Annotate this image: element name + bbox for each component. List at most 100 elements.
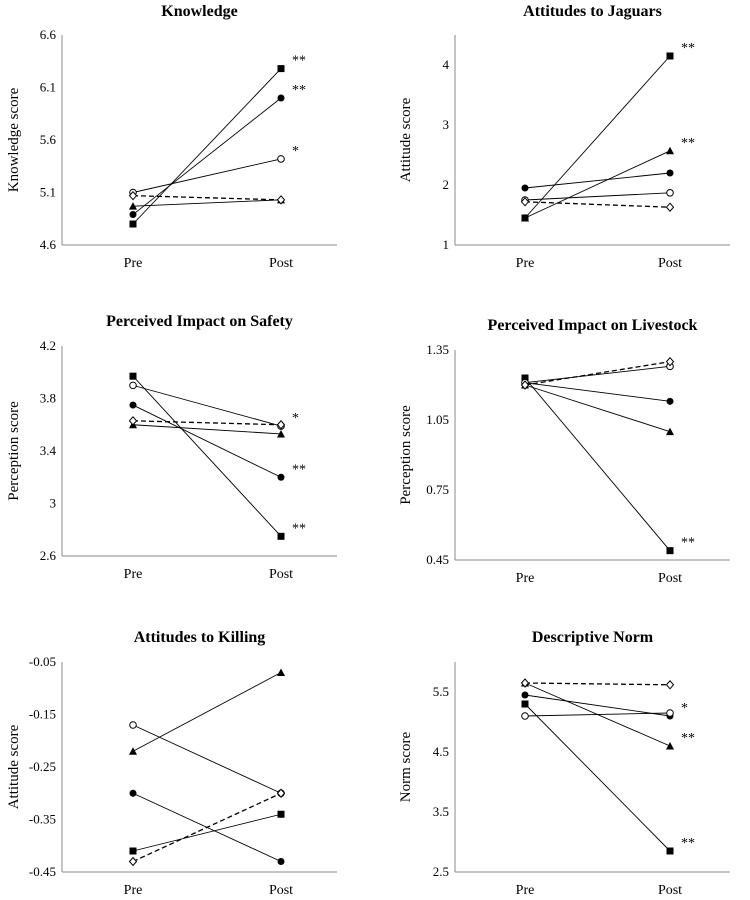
significance-label: ** bbox=[292, 462, 306, 477]
data-point-post bbox=[665, 356, 675, 367]
series-line bbox=[524, 384, 671, 433]
x-tick-label: Pre bbox=[516, 256, 535, 271]
chart-title: Descriptive Norm bbox=[532, 629, 654, 646]
data-point-post bbox=[277, 532, 285, 540]
series-open-circle: * bbox=[129, 144, 299, 197]
data-point-post bbox=[277, 473, 285, 481]
series-open-diamond bbox=[128, 190, 286, 205]
data-point-pre bbox=[129, 372, 137, 380]
data-point-pre bbox=[128, 416, 138, 426]
x-tick-label: Post bbox=[658, 256, 682, 271]
y-axis-label: Attitude score bbox=[398, 97, 414, 182]
series-square: ** bbox=[521, 700, 695, 855]
data-point-post bbox=[666, 397, 674, 405]
data-point-post bbox=[277, 429, 285, 438]
x-tick-label: Pre bbox=[516, 571, 535, 586]
data-point-post bbox=[666, 52, 674, 60]
x-tick-label: Pre bbox=[124, 883, 143, 898]
chart-title: Knowledge bbox=[161, 3, 237, 20]
data-point-post bbox=[666, 742, 674, 750]
y-tick-label: 6.1 bbox=[40, 80, 56, 95]
y-tick-label: -0.25 bbox=[29, 759, 56, 774]
y-tick-label: -0.15 bbox=[29, 707, 56, 722]
series-circle: ** bbox=[129, 401, 306, 481]
series-line bbox=[524, 377, 671, 551]
significance-label: ** bbox=[681, 41, 695, 56]
y-tick-label: -0.45 bbox=[29, 864, 56, 879]
x-tick-label: Post bbox=[658, 883, 682, 898]
data-point-pre bbox=[521, 374, 529, 382]
data-point-post bbox=[666, 169, 674, 177]
series-triangle bbox=[521, 381, 674, 436]
y-tick-label: 0.45 bbox=[426, 552, 449, 567]
y-tick-label: -0.35 bbox=[29, 812, 56, 827]
significance-label: ** bbox=[681, 136, 695, 151]
data-point-pre bbox=[128, 856, 138, 867]
y-tick-label: 3 bbox=[443, 117, 450, 132]
y-tick-label: 4.5 bbox=[433, 744, 449, 759]
series-line bbox=[132, 792, 282, 863]
y-tick-label: 6.6 bbox=[40, 27, 57, 42]
data-point-post bbox=[276, 419, 286, 430]
y-tick-label: 5.1 bbox=[40, 185, 56, 200]
y-tick-label: 5.5 bbox=[433, 684, 449, 699]
y-tick-label: 2.5 bbox=[433, 864, 449, 879]
data-point-pre bbox=[520, 678, 530, 688]
data-point-pre bbox=[129, 211, 137, 219]
data-point-post bbox=[277, 155, 285, 163]
series-line bbox=[524, 703, 671, 852]
chart-panel-4: Perceived Impact on Livestock 0.45 0.75 1.0… bbox=[398, 317, 730, 586]
y-axis-label: Perception score bbox=[398, 405, 414, 505]
series-square bbox=[129, 810, 285, 855]
series-line bbox=[132, 420, 282, 426]
y-tick-label: 3.4 bbox=[40, 443, 57, 458]
series-triangle: ** bbox=[521, 136, 695, 222]
significance-label: ** bbox=[292, 83, 306, 98]
series-line bbox=[132, 375, 282, 537]
y-tick-label: 3.5 bbox=[433, 804, 449, 819]
series-line bbox=[132, 68, 282, 225]
data-point-pre bbox=[521, 712, 529, 720]
y-tick-label: 2.6 bbox=[40, 548, 57, 563]
y-tick-label: 1.35 bbox=[426, 342, 449, 357]
y-tick-label: 3.8 bbox=[40, 391, 56, 406]
chart-panel-5: Attitudes to Killing -0.45 -0.35 -0.25 -0.15… bbox=[6, 629, 337, 898]
series-open-diamond bbox=[520, 197, 675, 212]
data-point-pre bbox=[129, 747, 137, 755]
y-tick-label: 3 bbox=[50, 496, 57, 511]
series-line bbox=[524, 201, 671, 208]
chart-title: Perceived Impact on Safety bbox=[106, 313, 293, 330]
series-line bbox=[132, 384, 282, 427]
data-point-post bbox=[666, 146, 674, 155]
x-tick-label: Post bbox=[269, 883, 293, 898]
series-triangle bbox=[129, 668, 285, 755]
significance-label: ** bbox=[292, 54, 306, 69]
data-point-pre bbox=[520, 380, 530, 390]
series-square: ** bbox=[129, 372, 306, 540]
series-line bbox=[132, 813, 282, 852]
data-point-pre bbox=[129, 381, 137, 390]
significance-label: ** bbox=[681, 836, 695, 851]
x-tick-label: Pre bbox=[124, 567, 143, 582]
significance-label: ** bbox=[292, 521, 306, 536]
data-point-pre bbox=[521, 691, 529, 699]
y-tick-label: 4 bbox=[443, 57, 450, 72]
series-circle: ** bbox=[129, 83, 306, 219]
series-line bbox=[132, 195, 282, 201]
data-point-post bbox=[277, 65, 285, 73]
series-open-circle: * bbox=[129, 381, 299, 430]
series-line bbox=[524, 694, 671, 717]
y-tick-label: 5.6 bbox=[40, 132, 57, 147]
data-point-post bbox=[665, 680, 675, 690]
data-point-post bbox=[666, 189, 674, 197]
series-open-diamond bbox=[128, 416, 286, 430]
data-point-post bbox=[277, 858, 285, 865]
series-open-circle bbox=[521, 709, 674, 720]
series-line bbox=[132, 158, 282, 193]
data-point-pre bbox=[129, 789, 137, 797]
series-square: ** bbox=[129, 54, 306, 228]
series-open-diamond bbox=[128, 788, 286, 867]
y-tick-label: 2 bbox=[443, 177, 450, 192]
data-point-post bbox=[666, 547, 674, 555]
data-point-pre bbox=[129, 847, 137, 855]
